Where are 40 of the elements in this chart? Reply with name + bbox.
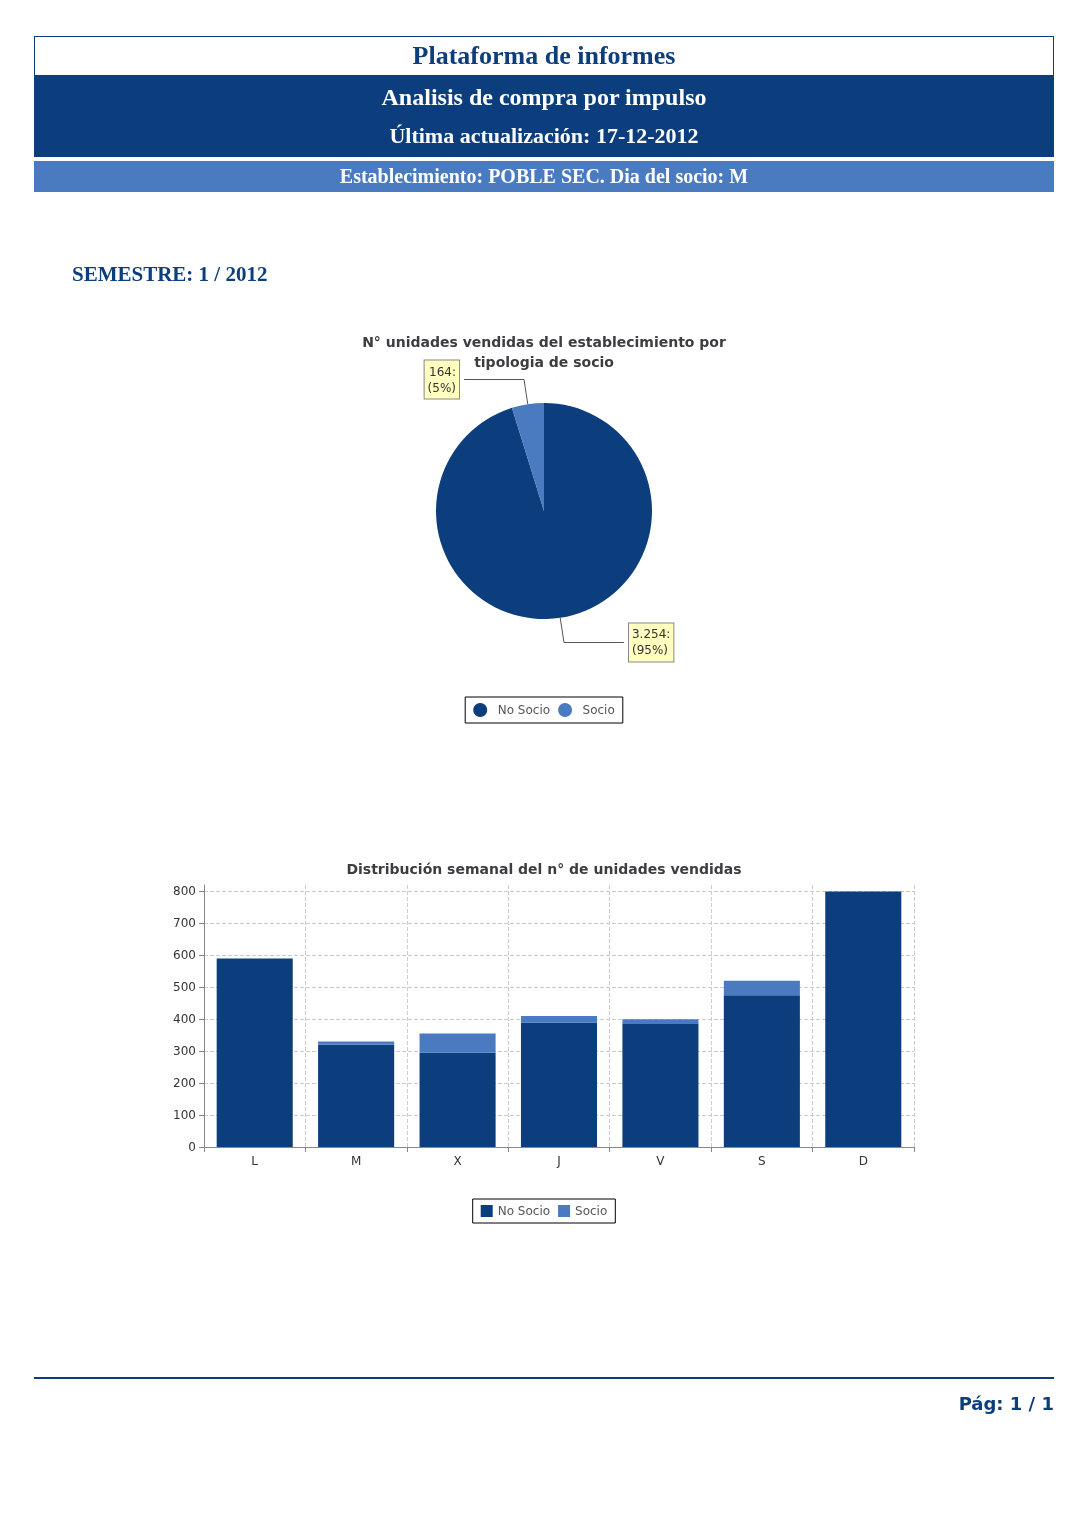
y-tick-label: 300 [173,1044,196,1059]
bar [622,1019,699,1024]
x-tick-label: S [758,1154,766,1168]
bar [520,1022,598,1147]
text: Plataforma de informes [34,36,1054,76]
x-tick-label: X [453,1154,462,1168]
x-tick-label: V [656,1154,666,1168]
data-label: 3.254: (95%) [631,627,671,658]
bar [419,1052,496,1147]
legend-label: Socio [575,1204,608,1218]
y-tick-label: 200 [173,1076,196,1091]
x-tick-label: J [556,1154,561,1168]
bar [419,1033,496,1053]
bar [825,891,902,1147]
y-tick-label: 500 [173,980,196,995]
y-tick-label: 600 [173,948,196,963]
legend-label: Socio [582,703,615,717]
x-tick-label: M [350,1154,362,1168]
bar [216,958,293,1147]
y-tick-label: 400 [173,1012,196,1027]
y-tick-label: 100 [173,1108,196,1123]
bar [318,1044,395,1147]
x-tick-label: D [858,1154,868,1168]
bar [520,1016,598,1023]
bar [622,1023,699,1147]
y-tick-label: 800 [173,884,196,899]
x-tick-label: L [251,1154,259,1168]
bar [723,995,800,1147]
bar [318,1041,395,1045]
text: Última actualización: 17-12-2012 [388,123,700,149]
y-tick-label: 700 [173,916,196,931]
y-tick-label: 0 [188,1140,196,1154]
bar [723,980,800,996]
legend-label: No Socio [497,703,551,717]
text: SEMESTRE: 1 / 2012 [72,262,269,287]
text: Analisis de compra por impulso [380,84,708,111]
legend-label: No Socio [497,1204,551,1218]
text: Pág: 1 / 1 [34,1377,1054,1414]
chart-title: Distribución semanal del n° de unidades vendidas [346,861,742,877]
text: Establecimiento: POBLE SEC. Dia del socio: M [34,161,1054,192]
